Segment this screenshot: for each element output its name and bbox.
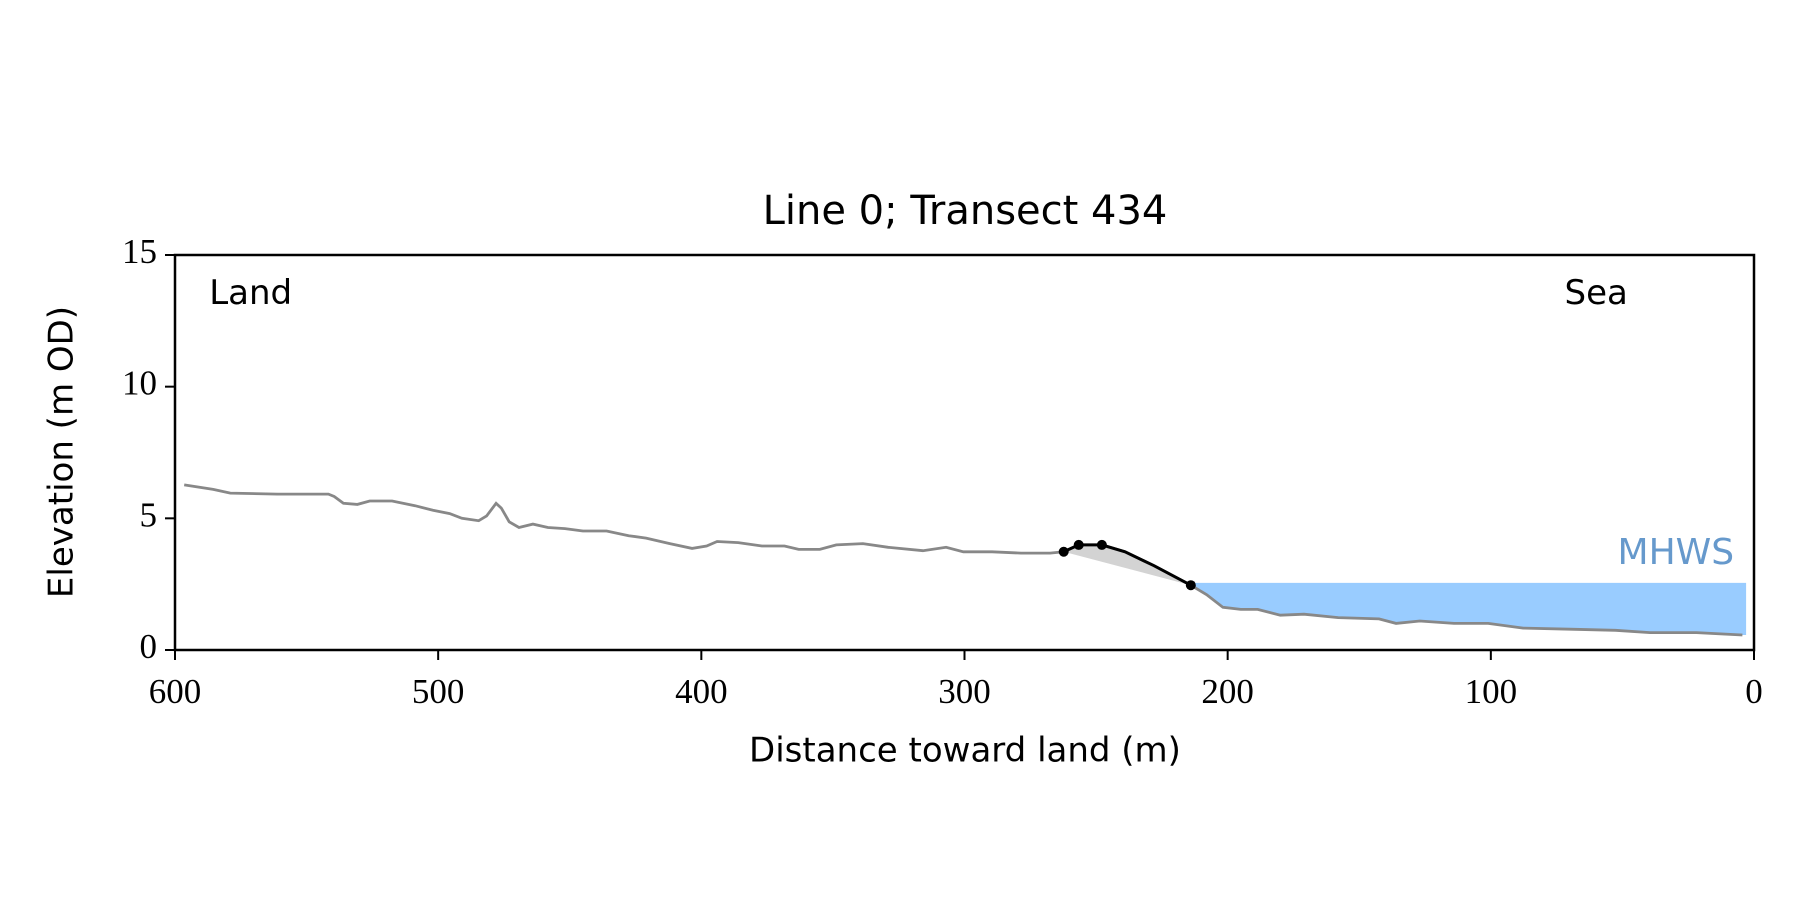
x-tick-label: 400	[675, 672, 728, 711]
mhws-fill	[1193, 582, 1747, 635]
dune-point	[1096, 539, 1107, 550]
y-tick-label: 10	[122, 364, 157, 403]
y-axis-label: Elevation (m OD)	[42, 306, 82, 598]
x-tick-label: 500	[412, 672, 465, 711]
dune-point	[1073, 539, 1084, 550]
chart-title: Line 0; Transect 434	[763, 188, 1168, 234]
x-tick-label: 100	[1465, 672, 1518, 711]
profile-line	[183, 483, 1743, 637]
annotation: Land	[209, 273, 292, 313]
x-tick-label: 600	[149, 672, 202, 711]
mhws-label: MHWS	[1618, 532, 1735, 573]
dune-point	[1185, 580, 1196, 591]
x-tick-label: 300	[938, 672, 991, 711]
annotation: Sea	[1565, 273, 1628, 313]
dune-shading	[1063, 544, 1191, 586]
x-axis-label: Distance toward land (m)	[749, 731, 1181, 771]
y-tick-label: 0	[140, 627, 158, 666]
y-tick-label: 5	[140, 495, 158, 534]
x-tick-label: 200	[1201, 672, 1254, 711]
dune-point	[1058, 546, 1069, 557]
x-tick-label: 0	[1745, 672, 1763, 711]
y-tick-label: 15	[122, 232, 157, 271]
